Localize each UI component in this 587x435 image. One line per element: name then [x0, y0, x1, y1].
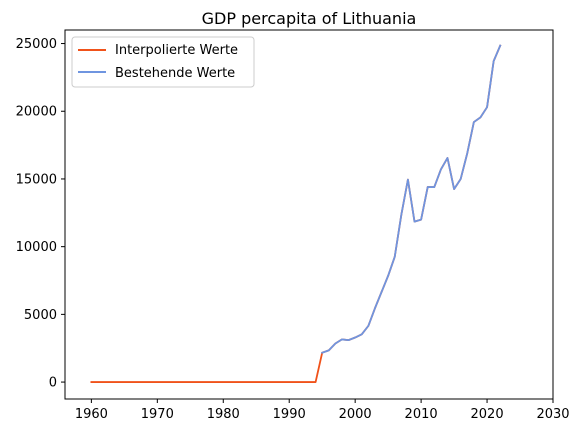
x-axis: 1960 1970 1980 1990 2000 2010 2020 2030 — [75, 399, 570, 422]
y-tick-label: 25000 — [16, 37, 57, 52]
x-tick-label: 1980 — [207, 407, 240, 422]
series-layer — [90, 44, 502, 383]
series-line-existing — [321, 44, 502, 354]
legend-label-existing: Bestehende Werte — [115, 66, 235, 81]
y-tick-label: 20000 — [16, 105, 57, 120]
x-tick-label: 1990 — [273, 407, 306, 422]
legend-label-interpolated: Interpolierte Werte — [115, 43, 238, 58]
x-tick-label: 2010 — [405, 407, 438, 422]
x-tick-label: 1960 — [75, 407, 108, 422]
legend: Interpolierte Werte Bestehende Werte — [71, 36, 255, 88]
x-tick-label: 1970 — [141, 407, 174, 422]
x-tick-label: 2020 — [471, 407, 504, 422]
legend-frame — [71, 36, 255, 88]
y-tick-label: 15000 — [16, 172, 57, 187]
y-tick-label: 5000 — [24, 308, 57, 323]
plot-area — [64, 29, 554, 400]
y-axis: 0 5000 10000 15000 20000 25000 — [16, 37, 65, 391]
x-tick-label: 2030 — [536, 407, 569, 422]
chart-title: GDP percapita of Lithuania — [202, 9, 417, 28]
y-tick-label: 10000 — [16, 240, 57, 255]
x-tick-label: 2000 — [339, 407, 372, 422]
y-tick-label: 0 — [49, 376, 57, 391]
